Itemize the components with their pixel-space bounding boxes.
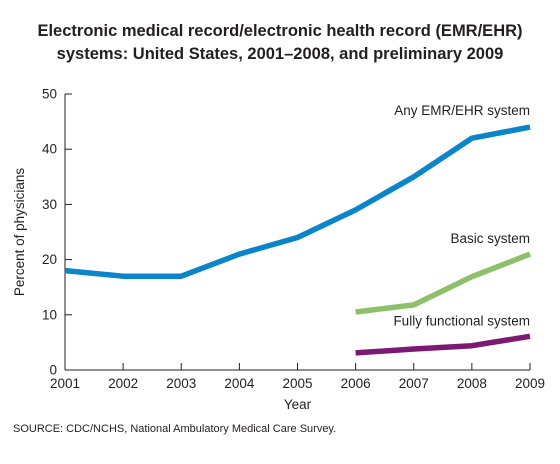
y-tick-label: 30: [42, 197, 57, 212]
y-tick-label: 20: [42, 252, 57, 267]
series-label-fully-functional-system: Fully functional system: [393, 313, 530, 328]
series-line-any-emr-ehr-system: [65, 127, 530, 276]
series-labels: Any EMR/EHR system Basic system Fully func…: [393, 103, 530, 328]
y-tick-label: 10: [42, 307, 57, 322]
y-tick-label: 40: [42, 142, 57, 157]
x-tick-label: 2005: [282, 376, 312, 391]
x-tick-label: 2003: [166, 376, 196, 391]
y-axis-title: Percent of physicians: [12, 168, 27, 297]
x-tick-label: 2008: [457, 376, 487, 391]
x-axis-title: Year: [284, 397, 312, 412]
x-tick-label: 2001: [50, 376, 80, 391]
y-tick-label: 50: [42, 87, 57, 102]
x-tick-label: 2004: [224, 376, 255, 391]
series-label-basic-system: Basic system: [450, 231, 530, 246]
series-label-any-emr-ehr-system: Any EMR/EHR system: [394, 103, 530, 118]
source-note: SOURCE: CDC/NCHS, National Ambulatory Me…: [13, 423, 336, 435]
x-tick-label: 2009: [515, 376, 545, 391]
series-line-fully-functional-system: [356, 336, 530, 353]
x-tick-label: 2007: [399, 376, 429, 391]
x-tick-label: 2002: [108, 376, 138, 391]
series-line-basic-system: [356, 254, 530, 312]
x-tick-label: 2006: [341, 376, 371, 391]
